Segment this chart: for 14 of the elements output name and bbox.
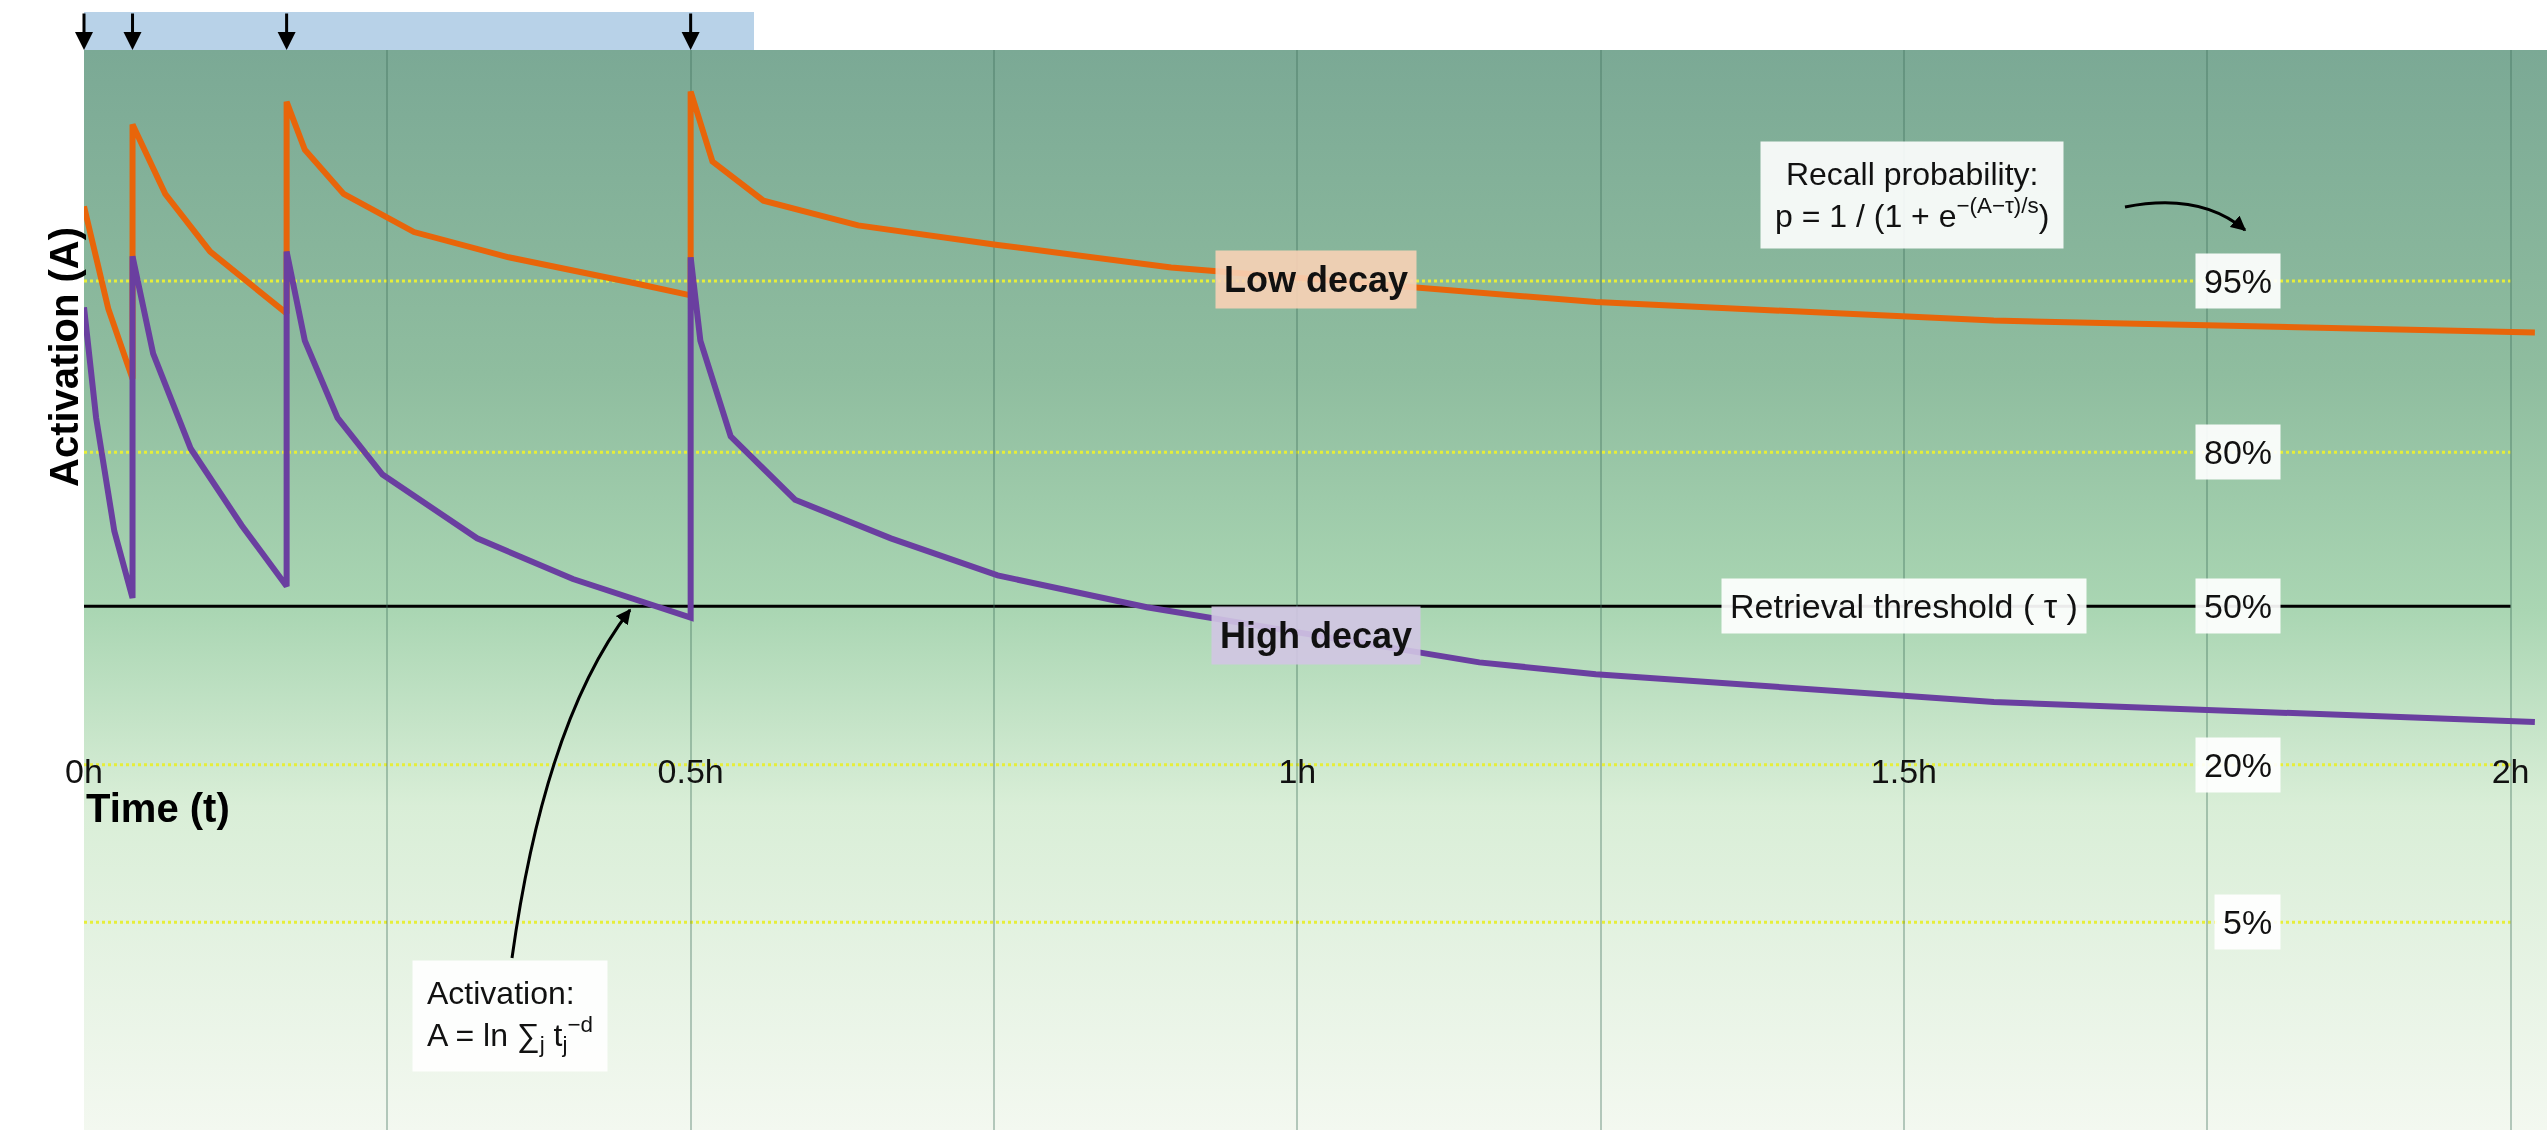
- series-label: High decay: [1220, 615, 1413, 656]
- series-label: Low decay: [1224, 259, 1409, 300]
- annotation: 5%: [2223, 903, 2273, 941]
- y-axis-title: Activation (A): [42, 227, 86, 487]
- annotation: 20%: [2204, 746, 2273, 784]
- x-tick-label: 1.5h: [1870, 751, 1938, 790]
- annotation: 95%: [2204, 262, 2273, 300]
- x-tick-label: 1h: [1278, 751, 1317, 790]
- annotation: 80%: [2204, 433, 2273, 471]
- annotation: Retrieval threshold ( τ ): [1730, 587, 2078, 625]
- annotation: Recall probability: p = 1 / (1 + e$^{−(A−τ)/s}$): [1775, 156, 2050, 234]
- x-tick-label: 0.5h: [657, 751, 724, 790]
- x-tick-label: 2h: [2491, 751, 2530, 790]
- annotation: 50%: [2204, 587, 2273, 625]
